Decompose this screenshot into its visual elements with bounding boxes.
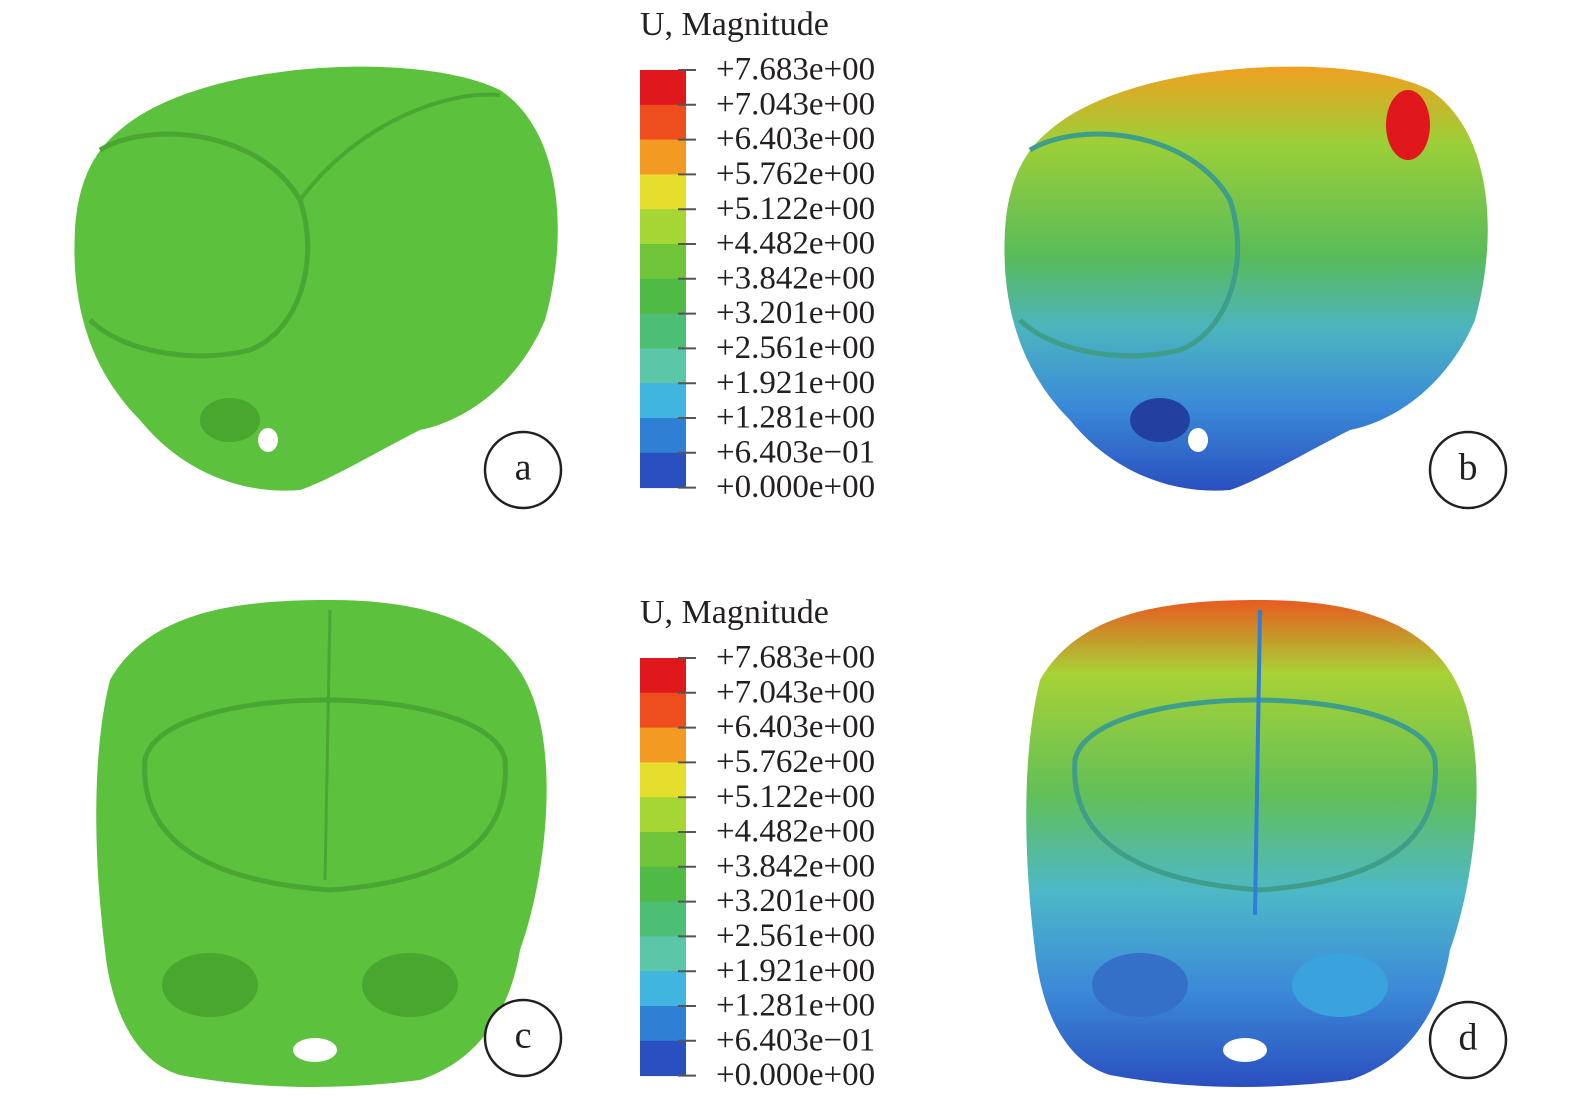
tick-label: +4.482e+00 xyxy=(716,226,875,262)
panel-label: a xyxy=(515,447,532,489)
color-legend: U, Magnitude +7.683e+00+7.043e+00+6.403e+… xyxy=(640,594,875,1093)
tick-label: +5.122e+00 xyxy=(716,779,875,815)
panel-label: c xyxy=(515,1015,532,1057)
color-band xyxy=(640,971,686,1007)
tick-label: +6.403e+00 xyxy=(716,121,875,157)
color-band xyxy=(640,832,686,868)
tick-label: +6.403e−01 xyxy=(716,434,875,470)
tick-label: +1.921e+00 xyxy=(716,953,875,989)
tick-label: +1.281e+00 xyxy=(716,400,875,436)
tick-label: +3.201e+00 xyxy=(716,295,875,331)
tick-label: +1.921e+00 xyxy=(716,365,875,401)
color-band xyxy=(640,727,686,763)
skull-front-view-heatmap xyxy=(1026,600,1477,1087)
color-band xyxy=(640,901,686,937)
color-band xyxy=(640,313,686,349)
tick-label: +6.403e−01 xyxy=(716,1022,875,1058)
color-band xyxy=(640,452,686,489)
legend-title: U, Magnitude xyxy=(640,594,829,631)
color-band xyxy=(640,174,686,210)
tick-label: +5.122e+00 xyxy=(716,191,875,227)
tick-label: +6.403e+00 xyxy=(716,709,875,745)
color-band xyxy=(640,797,686,833)
panel-label-circle xyxy=(1428,1000,1508,1080)
color-band xyxy=(640,70,686,106)
tick-label: +7.043e+00 xyxy=(716,674,875,710)
skull-front-view xyxy=(96,600,547,1087)
color-band xyxy=(640,278,686,315)
color-band xyxy=(640,244,686,280)
panel-label: d xyxy=(1459,1017,1478,1059)
tick-label: +7.043e+00 xyxy=(716,86,875,122)
skull-side-view-heatmap xyxy=(1004,66,1488,491)
skull-side-view xyxy=(74,66,558,491)
panel-label-circle xyxy=(483,998,563,1078)
color-legend: U, Magnitude +7.683e+00+7.043e+00+6.403e+… xyxy=(640,6,875,505)
color-band xyxy=(640,104,686,141)
tick-label: +0.000e+00 xyxy=(716,1057,875,1093)
tick-label: +4.482e+00 xyxy=(716,814,875,850)
color-band xyxy=(640,383,686,419)
color-band xyxy=(640,762,686,798)
color-band xyxy=(640,139,686,175)
panel-label: b xyxy=(1459,447,1478,489)
color-band xyxy=(640,658,686,694)
tick-label: +3.201e+00 xyxy=(716,883,875,919)
tick-label: +0.000e+00 xyxy=(716,469,875,505)
tick-label: +3.842e+00 xyxy=(716,848,875,884)
color-band xyxy=(640,209,686,245)
color-band xyxy=(640,1006,686,1042)
tick-label: +5.762e+00 xyxy=(716,744,875,780)
tick-label: +2.561e+00 xyxy=(716,918,875,954)
tick-label: +3.842e+00 xyxy=(716,260,875,296)
tick-label: +5.762e+00 xyxy=(716,156,875,192)
color-band xyxy=(640,348,686,384)
panel-label-circle xyxy=(483,430,563,510)
legend-title: U, Magnitude xyxy=(640,6,829,43)
color-band xyxy=(640,418,686,454)
tick-label: +1.281e+00 xyxy=(716,988,875,1024)
color-band xyxy=(640,936,686,972)
color-band xyxy=(640,1040,686,1077)
tick-label: +7.683e+00 xyxy=(716,52,875,88)
tick-label: +7.683e+00 xyxy=(716,640,875,676)
color-band xyxy=(640,692,686,729)
color-band xyxy=(640,866,686,903)
panel-label-circle xyxy=(1428,430,1508,510)
tick-label: +2.561e+00 xyxy=(716,330,875,366)
